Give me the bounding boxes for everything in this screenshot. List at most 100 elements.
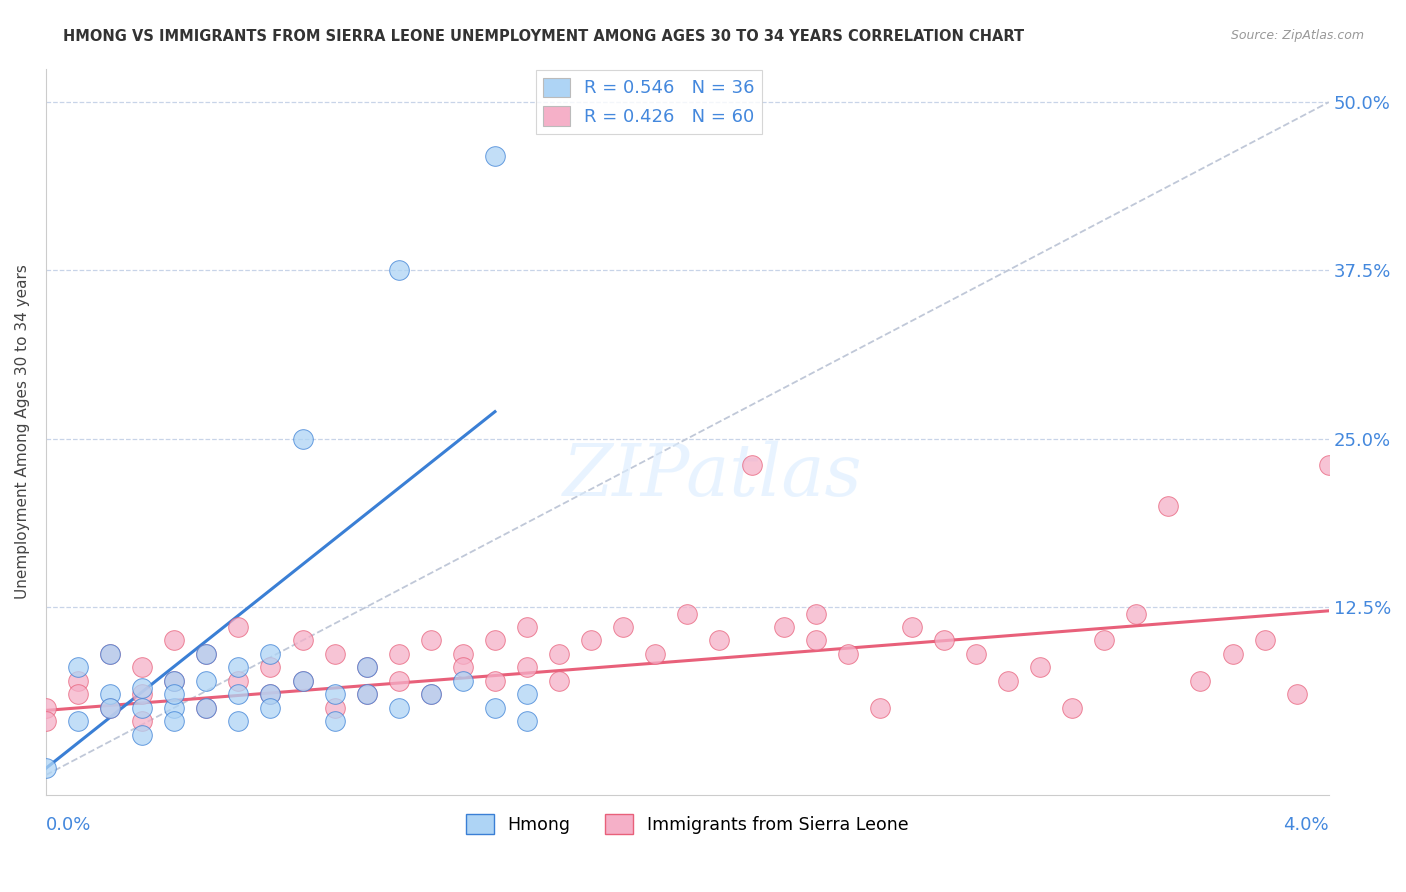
Text: 4.0%: 4.0% (1284, 815, 1329, 833)
Point (35, 761, 58, 775)
Point (195, 647, 218, 661)
Point (451, 647, 474, 661)
Point (516, 714, 538, 728)
Point (35, 714, 58, 728)
Point (35, 700, 58, 714)
Point (548, 647, 571, 661)
Point (451, 673, 474, 688)
Point (323, 700, 346, 714)
Text: 0.0%: 0.0% (46, 815, 91, 833)
Point (388, 700, 411, 714)
Point (291, 633, 314, 648)
Point (163, 673, 186, 688)
Point (388, 263, 411, 277)
Point (259, 700, 281, 714)
Point (676, 607, 699, 621)
Point (98, 647, 121, 661)
Point (869, 700, 891, 714)
Point (356, 687, 378, 701)
Point (612, 620, 634, 634)
Point (932, 633, 955, 648)
Point (356, 660, 378, 674)
Point (98, 687, 121, 701)
Point (163, 687, 186, 701)
Point (323, 647, 346, 661)
Point (131, 700, 153, 714)
Point (195, 647, 218, 661)
Point (484, 673, 506, 688)
Point (195, 700, 218, 714)
Point (259, 687, 281, 701)
Text: Source: ZipAtlas.com: Source: ZipAtlas.com (1230, 29, 1364, 43)
Point (163, 673, 186, 688)
Point (516, 687, 538, 701)
Point (419, 687, 441, 701)
Point (451, 660, 474, 674)
Point (1092, 633, 1115, 648)
Point (388, 673, 411, 688)
Point (804, 633, 827, 648)
Point (98, 700, 121, 714)
Point (1253, 633, 1275, 648)
Point (579, 633, 602, 648)
Point (1317, 458, 1340, 473)
Point (163, 700, 186, 714)
Point (228, 673, 250, 688)
Point (1029, 660, 1052, 674)
Point (291, 432, 314, 446)
Point (195, 673, 218, 688)
Point (1157, 499, 1180, 513)
Point (804, 607, 827, 621)
Point (484, 633, 506, 648)
Point (98, 647, 121, 661)
Point (131, 714, 153, 728)
Point (131, 681, 153, 695)
Point (259, 687, 281, 701)
Point (67, 714, 90, 728)
Point (131, 660, 153, 674)
Point (1189, 673, 1212, 688)
Point (997, 673, 1019, 688)
Point (1222, 647, 1244, 661)
Point (1125, 607, 1147, 621)
Point (259, 660, 281, 674)
Point (228, 620, 250, 634)
Point (484, 149, 506, 163)
Point (67, 673, 90, 688)
Point (67, 687, 90, 701)
Point (901, 620, 924, 634)
Point (259, 647, 281, 661)
Text: ZIPatlas: ZIPatlas (564, 440, 863, 511)
Point (323, 687, 346, 701)
Point (163, 714, 186, 728)
Point (131, 687, 153, 701)
Point (1062, 700, 1084, 714)
Y-axis label: Unemployment Among Ages 30 to 34 years: Unemployment Among Ages 30 to 34 years (15, 264, 30, 599)
Point (98, 700, 121, 714)
Point (516, 660, 538, 674)
Point (709, 633, 731, 648)
Point (388, 647, 411, 661)
Point (356, 687, 378, 701)
Point (837, 647, 859, 661)
Point (516, 620, 538, 634)
Point (131, 728, 153, 742)
Point (323, 714, 346, 728)
Point (356, 660, 378, 674)
Point (965, 647, 987, 661)
Point (741, 458, 763, 473)
Point (484, 700, 506, 714)
Point (228, 687, 250, 701)
Point (228, 660, 250, 674)
Point (291, 673, 314, 688)
Point (644, 647, 666, 661)
Point (548, 673, 571, 688)
Point (291, 673, 314, 688)
Point (195, 700, 218, 714)
Point (163, 633, 186, 648)
Point (67, 660, 90, 674)
Point (419, 633, 441, 648)
Legend: R = 0.546   N = 36, R = 0.426   N = 60: R = 0.546 N = 36, R = 0.426 N = 60 (536, 70, 762, 134)
Point (1285, 687, 1308, 701)
Point (228, 714, 250, 728)
